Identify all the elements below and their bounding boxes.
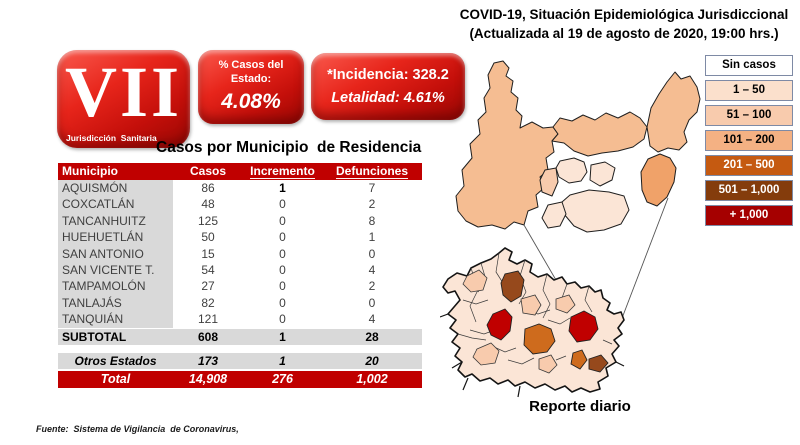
report-type-label: Reporte diario: [529, 398, 631, 415]
table-row: HUEHUETLÁN 50 0 1: [58, 229, 422, 246]
jurisdiction-logo: VII Jurisdicción Sanitaria: [57, 50, 190, 148]
table-row: TANQUIÁN 121 0 4: [58, 311, 422, 328]
otros-estados-row: Otros Estados 173 1 20: [58, 352, 422, 369]
table-row: AQUISMÓN 86 1 7: [58, 180, 422, 197]
table-row: SAN ANTONIO 15 0 0: [58, 245, 422, 262]
letalidad-value: Letalidad: 4.61%: [331, 90, 445, 106]
table-row: COXCATLÁN 48 0 2: [58, 196, 422, 213]
table-heading: Casos por Municipio de Residencia: [156, 139, 422, 156]
cases-table: Municipio Casos Incremento Defunciones A…: [58, 163, 422, 389]
legend-item-1000-plus: + 1,000: [705, 205, 793, 226]
legend-item-sin-casos: Sin casos: [705, 55, 793, 76]
source-note: Fuente: Sistema de Vigilancia de Coronav…: [36, 401, 239, 445]
jurisdiction-number: VII: [64, 52, 183, 132]
table-header-row: Municipio Casos Incremento Defunciones: [58, 163, 422, 180]
legend-item-201-500: 201 – 500: [705, 155, 793, 176]
map-legend: Sin casos 1 – 50 51 – 100 101 – 200 201 …: [705, 55, 793, 230]
state-share-badge: % Casos del Estado: 4.08%: [198, 50, 304, 124]
table-row: TAMPAMOLÓN 27 0 2: [58, 278, 422, 295]
jurisdiction-map: [440, 247, 625, 398]
table-row: SAN VICENTE T. 54 0 4: [58, 261, 422, 279]
legend-item-51-100: 51 – 100: [705, 105, 793, 126]
col-header-municipio: Municipio: [62, 164, 118, 178]
rates-badge: *Incidencia: 328.2 Letalidad: 4.61%: [311, 53, 465, 120]
col-header-incremento: Incremento: [250, 164, 315, 179]
table-row: TANCANHUITZ 125 0 8: [58, 212, 422, 230]
page-title: COVID-19, Situación Epidemiológica Juris…: [450, 6, 798, 44]
col-header-defunciones: Defunciones: [335, 164, 408, 179]
col-header-casos: Casos: [189, 164, 227, 178]
table-row: TANLAJÁS 82 0 0: [58, 294, 422, 312]
state-share-value: 4.08%: [221, 89, 281, 113]
source-line1: Fuente: Sistema de Vigilancia de Coronav…: [36, 423, 239, 434]
page-title-line1: COVID-19, Situación Epidemiológica Juris…: [459, 7, 789, 22]
legend-item-1-50: 1 – 50: [705, 80, 793, 101]
table-spacer: [58, 345, 422, 353]
subtotal-row: SUBTOTAL 608 1 28: [58, 328, 422, 345]
choropleth-map: [440, 60, 701, 398]
page-title-line2: (Actualizada al 19 de agosto de 2020, 19…: [469, 25, 779, 41]
incidencia-value: *Incidencia: 328.2: [327, 67, 449, 83]
jurisdiction-caption: Jurisdicción Sanitaria: [66, 133, 157, 143]
state-map: [455, 60, 701, 233]
state-share-label: % Casos del Estado:: [218, 59, 284, 86]
total-row: Total 14,908 276 1,002: [58, 370, 422, 389]
legend-item-501-1000: 501 – 1,000: [705, 180, 793, 201]
legend-item-101-200: 101 – 200: [705, 130, 793, 151]
